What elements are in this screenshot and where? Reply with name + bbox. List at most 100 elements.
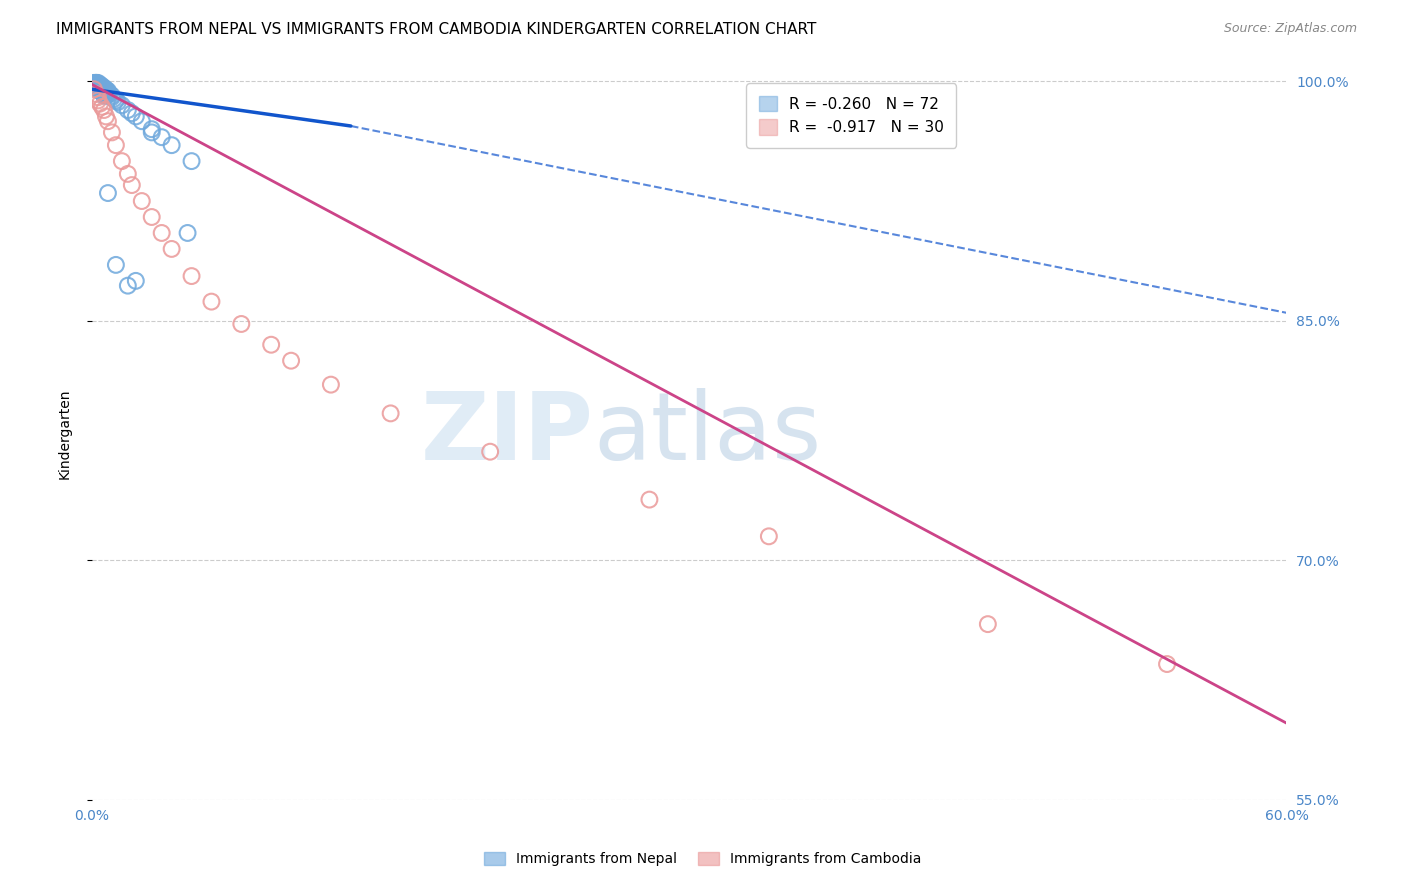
Point [87,79,110,94]
Point [91,82,114,96]
Point [319,377,342,392]
Point [93,88,115,103]
Point [87,94,110,108]
Text: Source: ZipAtlas.com: Source: ZipAtlas.com [1223,22,1357,36]
Point [97,87,120,101]
Point [83,76,105,90]
Point [117,103,139,117]
Point [180,269,202,284]
Legend: R = -0.260   N = 72, R =  -0.917   N = 30: R = -0.260 N = 72, R = -0.917 N = 30 [747,84,956,147]
Point [91,80,114,95]
Point [93,84,115,98]
Point [97,86,120,100]
Point [758,529,780,543]
Point [87,79,110,94]
Point [98,87,121,101]
Point [141,122,163,136]
Point [977,617,1000,632]
Point [93,80,115,95]
Point [479,444,502,458]
Point [84,79,107,94]
Point [141,125,163,139]
Point [141,210,163,224]
Point [91,79,114,94]
Point [150,226,173,240]
Point [87,82,110,96]
Point [89,80,111,95]
Point [89,82,111,96]
Point [111,154,134,169]
Point [87,80,110,95]
Point [131,194,153,208]
Point [97,114,120,128]
Point [260,337,283,351]
Point [125,274,148,288]
Point [89,78,111,92]
Point [1156,657,1178,671]
Point [97,186,120,200]
Point [87,79,110,94]
Point [87,78,110,92]
Point [87,80,110,95]
Point [83,82,105,96]
Point [93,103,115,117]
Point [107,95,129,109]
Point [84,78,107,92]
Point [94,110,117,124]
Point [125,110,148,124]
Point [91,82,114,96]
Point [117,167,139,181]
Point [104,258,127,272]
Text: atlas: atlas [593,388,823,480]
Point [380,406,402,420]
Point [84,76,107,90]
Point [121,178,143,192]
Point [91,100,114,114]
Legend: Immigrants from Nepal, Immigrants from Cambodia: Immigrants from Nepal, Immigrants from C… [479,847,927,871]
Point [131,114,153,128]
Text: IMMIGRANTS FROM NEPAL VS IMMIGRANTS FROM CAMBODIA KINDERGARTEN CORRELATION CHART: IMMIGRANTS FROM NEPAL VS IMMIGRANTS FROM… [56,22,817,37]
Point [176,226,198,240]
Text: ZIP: ZIP [420,388,593,480]
Point [84,78,107,92]
Point [160,138,183,153]
Point [280,353,302,368]
Point [87,78,110,92]
Point [87,76,110,90]
Point [97,87,120,101]
Point [160,242,183,256]
Point [84,78,107,92]
Point [103,92,125,106]
Point [89,84,111,98]
Point [97,84,120,98]
Point [84,79,107,94]
Point [91,86,114,100]
Point [101,88,124,103]
Point [150,130,173,145]
Point [94,86,117,100]
Point [87,80,110,95]
Point [101,90,124,104]
Point [89,82,111,96]
Point [89,80,111,95]
Point [84,76,107,90]
Point [93,87,115,101]
Point [87,79,110,94]
Point [91,86,114,100]
Point [89,80,111,95]
Point [231,317,253,331]
Point [104,138,127,153]
Y-axis label: Kindergarten: Kindergarten [58,389,72,479]
Point [89,96,111,111]
Point [111,98,134,112]
Point [83,78,105,92]
Point [200,294,222,309]
Point [94,88,117,103]
Point [101,125,124,139]
Point [121,106,143,120]
Point [87,90,110,104]
Point [638,492,661,507]
Point [84,76,107,90]
Point [84,76,107,90]
Point [94,82,117,96]
